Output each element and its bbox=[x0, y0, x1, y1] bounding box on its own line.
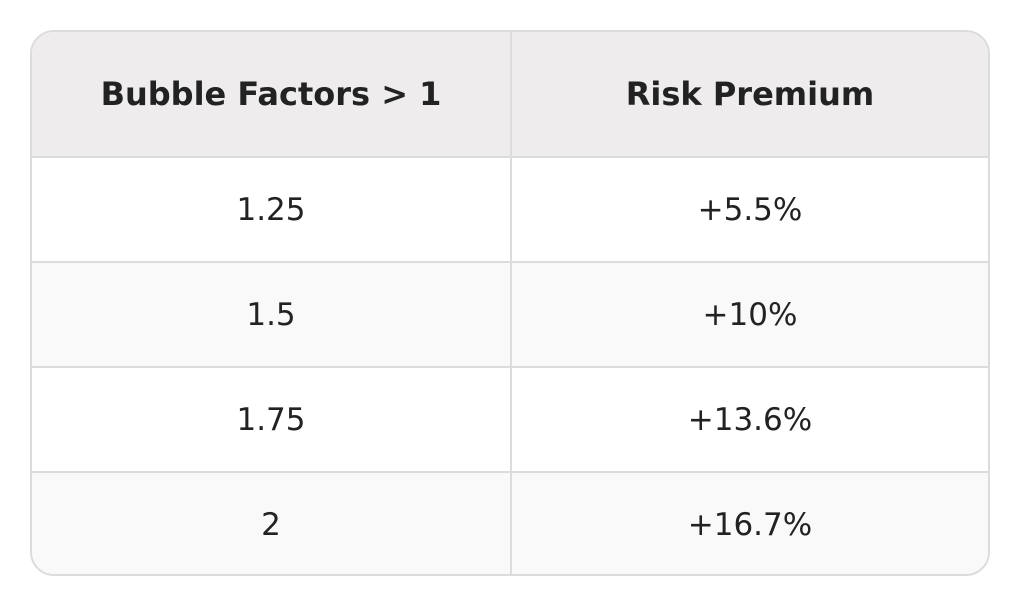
table-body: 1.25 +5.5% 1.5 +10% 1.75 +13.6% 2 +16.7% bbox=[32, 157, 988, 574]
table-row: 1.75 +13.6% bbox=[32, 366, 988, 472]
table-cell: 2 bbox=[32, 471, 512, 574]
table-header: Bubble Factors > 1 Risk Premium bbox=[32, 32, 988, 158]
table-row: 2 +16.7% bbox=[32, 471, 988, 574]
table-card: Bubble Factors > 1 Risk Premium 1.25 +5.5%… bbox=[30, 30, 990, 576]
header-cell: Bubble Factors > 1 bbox=[32, 32, 512, 158]
header-row: Bubble Factors > 1 Risk Premium bbox=[32, 32, 988, 158]
table: Bubble Factors > 1 Risk Premium 1.25 +5.5%… bbox=[32, 32, 988, 574]
table-cell: +10% bbox=[511, 261, 988, 367]
table-cell: 1.5 bbox=[32, 261, 512, 367]
table-cell: +16.7% bbox=[511, 471, 988, 574]
table-cell: +13.6% bbox=[511, 366, 988, 472]
table-cell: +5.5% bbox=[511, 157, 988, 262]
table-cell: 1.75 bbox=[32, 366, 512, 472]
table-row: 1.25 +5.5% bbox=[32, 157, 988, 262]
table-row: 1.5 +10% bbox=[32, 261, 988, 367]
table-cell: 1.25 bbox=[32, 157, 512, 262]
header-cell: Risk Premium bbox=[511, 32, 988, 158]
